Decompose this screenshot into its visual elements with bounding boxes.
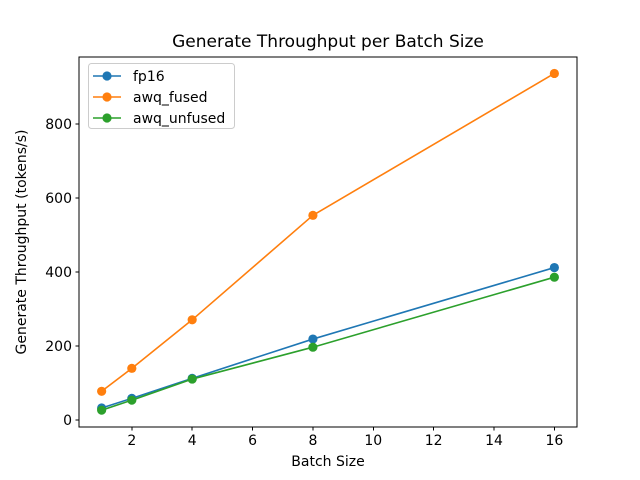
- data-point-awq_unfused: [187, 374, 197, 384]
- legend-item: fp16: [93, 69, 165, 85]
- y-tick-label: 400: [45, 265, 72, 281]
- data-point-awq_fused: [187, 315, 197, 325]
- plot-border: [78, 56, 578, 428]
- y-axis-label: Generate Throughput (tokens/s): [14, 130, 30, 355]
- series-line-awq_unfused: [100, 276, 556, 411]
- data-point-awq_unfused: [97, 405, 107, 415]
- legend-item: awq_fused: [93, 90, 208, 106]
- x-tick-label: 16: [545, 433, 563, 449]
- legend-marker-icon: [102, 113, 112, 123]
- legend-marker-icon: [102, 71, 112, 81]
- data-point-awq_fused: [308, 210, 318, 220]
- legend: fp16 awq_fused awq_unfused: [88, 63, 235, 129]
- legend-marker-icon: [102, 92, 112, 102]
- x-tick-label: 14: [485, 433, 503, 449]
- data-point-awq_fused: [127, 363, 137, 373]
- data-point-awq_unfused: [127, 395, 137, 405]
- legend-item: awq_unfused: [93, 111, 225, 127]
- axes-layer: 2 4 6 8 10 12 14 16 0 200 400 600 800: [45, 56, 578, 449]
- chart-title: Generate Throughput per Batch Size: [172, 32, 484, 52]
- y-tick-label: 0: [63, 413, 72, 429]
- legend-label: awq_fused: [133, 90, 208, 106]
- data-point-awq_fused: [549, 68, 559, 79]
- data-point-awq_fused: [97, 386, 107, 396]
- data-point-awq_unfused: [549, 272, 559, 282]
- data-point-fp16: [549, 262, 559, 273]
- y-tick-label: 800: [45, 117, 72, 133]
- series-layer: [97, 68, 559, 415]
- x-tick-label: 4: [188, 433, 197, 449]
- x-tick-label: 6: [248, 433, 257, 449]
- legend-box: [88, 63, 235, 129]
- x-tick-label: 12: [425, 433, 443, 449]
- legend-label: awq_unfused: [133, 111, 225, 127]
- legend-label: fp16: [133, 69, 165, 85]
- x-axis-label: Batch Size: [291, 454, 364, 470]
- x-tick-label: 10: [364, 433, 382, 449]
- data-point-fp16: [308, 334, 318, 344]
- data-point-awq_unfused: [308, 342, 318, 352]
- y-tick-label: 200: [45, 339, 72, 355]
- x-tick-label: 2: [127, 433, 136, 449]
- x-tick-label: 8: [308, 433, 317, 449]
- y-tick-label: 600: [45, 191, 72, 207]
